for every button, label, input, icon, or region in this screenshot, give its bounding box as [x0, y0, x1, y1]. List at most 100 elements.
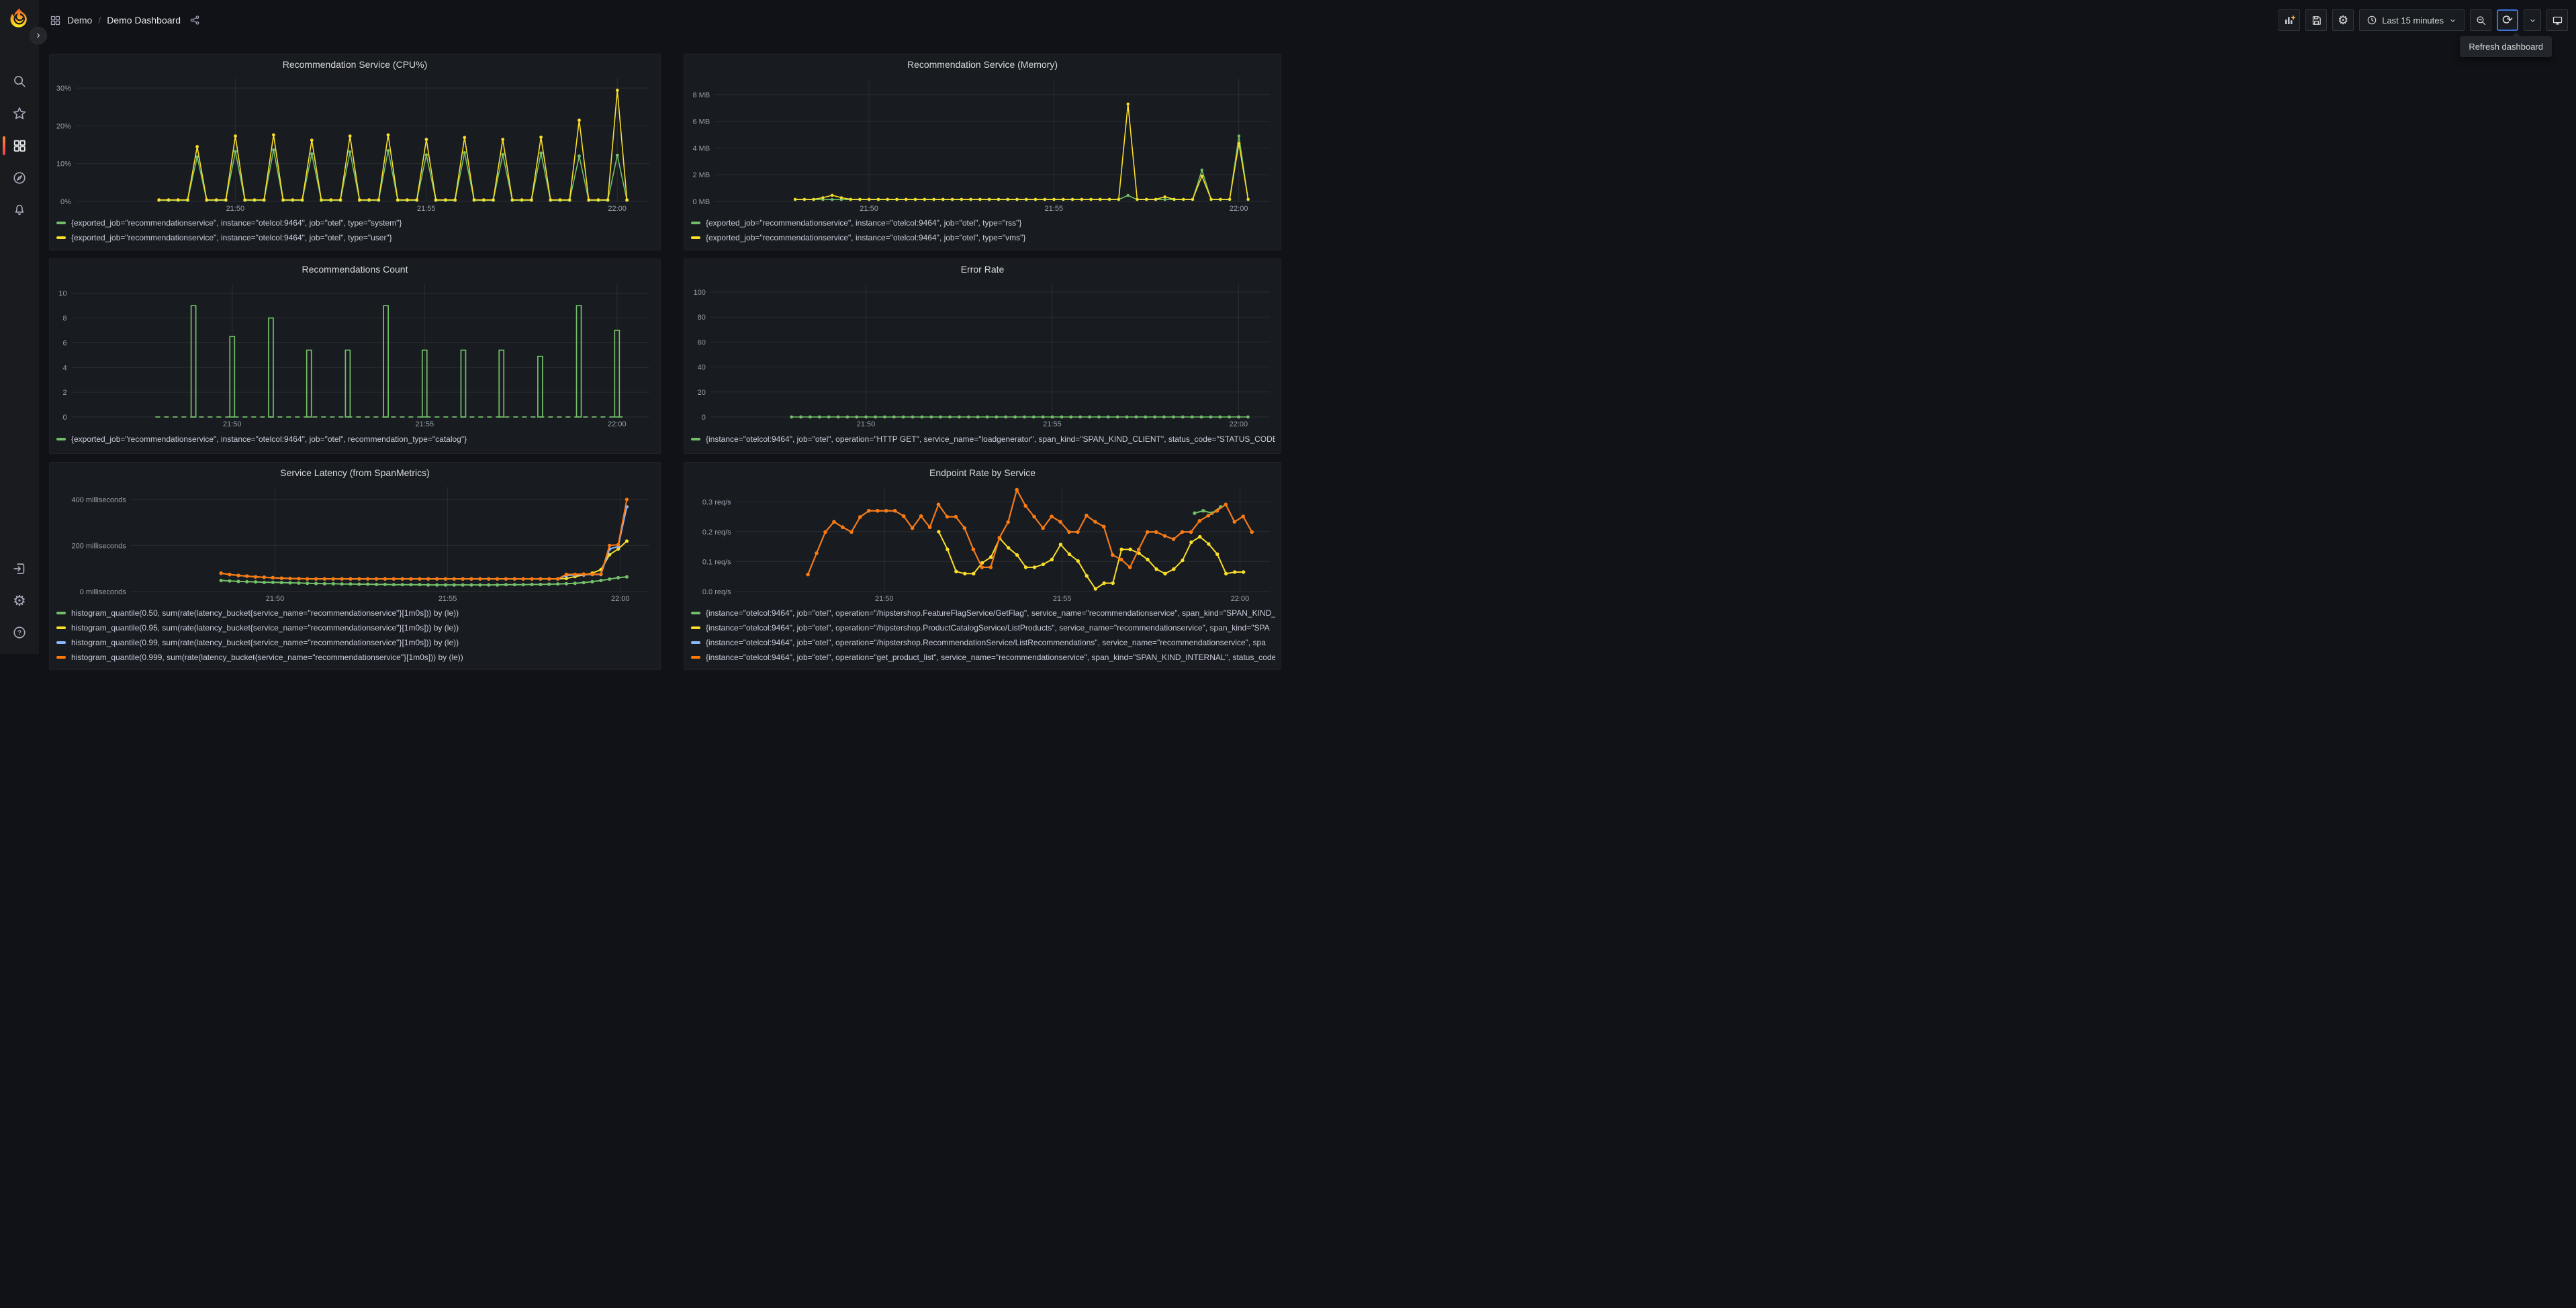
legend-item[interactable]: histogram_quantile(0.99, sum(rate(latenc…	[56, 635, 655, 650]
svg-text:21:50: 21:50	[266, 595, 285, 602]
legend-swatch	[56, 612, 66, 614]
svg-text:21:50: 21:50	[223, 420, 242, 428]
svg-text:21:55: 21:55	[416, 420, 434, 428]
svg-text:8 MB: 8 MB	[693, 91, 710, 99]
svg-text:200 milliseconds: 200 milliseconds	[71, 542, 126, 550]
refresh-dashboard-button[interactable]: ⟳	[2497, 9, 2518, 31]
svg-text:22:00: 22:00	[608, 420, 627, 428]
panel-endpoint-rate: Endpoint Rate by Service 0.0 req/s 0.1 re…	[684, 462, 1281, 670]
svg-text:4: 4	[62, 364, 66, 372]
svg-text:21:55: 21:55	[1053, 595, 1072, 602]
svg-text:22:00: 22:00	[1231, 595, 1250, 602]
chevron-down-icon	[2450, 19, 2455, 22]
chart-area[interactable]: 0 milliseconds 200 milliseconds 400 millis…	[54, 483, 653, 603]
svg-text:?: ?	[17, 629, 21, 637]
legend-item[interactable]: histogram_quantile(0.50, sum(rate(latenc…	[56, 606, 655, 620]
refresh-interval-dropdown[interactable]	[2524, 9, 2541, 31]
legend-item[interactable]: {exported_job="recommendationservice", i…	[56, 230, 655, 245]
svg-text:400 milliseconds: 400 milliseconds	[71, 496, 126, 504]
sidebar-expand-button[interactable]: ›	[30, 27, 47, 44]
legend-item[interactable]: {instance="otelcol:9464", job="otel", op…	[691, 606, 1275, 620]
chart-area[interactable]: 0 MB 2 MB 4 MB 6 MB 8 MB 21:50 21:55 22:00	[688, 75, 1274, 213]
time-range-picker[interactable]: Last 15 minutes	[2359, 9, 2465, 31]
bell-icon	[15, 205, 24, 216]
panel-legend: {instance="otelcol:9464", job="otel", op…	[691, 606, 1275, 666]
save-dashboard-button[interactable]	[2305, 9, 2328, 31]
chart-area[interactable]: 0.0 req/s 0.1 req/s 0.2 req/s 0.3 req/s 21:5…	[688, 483, 1274, 603]
refresh-icon: ⟳	[2502, 13, 2513, 28]
legend-item[interactable]: {exported_job="recommendationservice", i…	[56, 216, 655, 230]
legend-item[interactable]: {instance="otelcol:9464", job="otel", op…	[691, 650, 1275, 665]
legend-item[interactable]: {instance="otelcol:9464", job="otel", op…	[691, 432, 1275, 447]
legend-swatch	[691, 236, 700, 239]
add-panel-button[interactable]	[2279, 9, 2301, 31]
panel-title[interactable]: Recommendation Service (Memory)	[907, 59, 1058, 70]
sidebar-item-help[interactable]: ?	[0, 618, 39, 647]
share-icon[interactable]	[189, 15, 200, 26]
svg-text:40: 40	[698, 364, 706, 372]
panel-title[interactable]: Endpoint Rate by Service	[929, 467, 1036, 478]
sidebar-item-search[interactable]	[0, 67, 39, 95]
svg-text:21:55: 21:55	[1043, 420, 1062, 428]
panel-title[interactable]: Service Latency (from SpanMetrics)	[280, 467, 430, 478]
chevron-down-icon	[2530, 19, 2535, 22]
svg-text:10%: 10%	[56, 160, 71, 169]
apps-grid-icon	[50, 15, 60, 25]
dashboard-settings-button[interactable]: ⚙	[2332, 9, 2354, 31]
svg-text:0 MB: 0 MB	[693, 198, 710, 206]
svg-text:22:00: 22:00	[1230, 205, 1248, 212]
sidebar-item-alerting[interactable]	[0, 196, 39, 224]
panel-title[interactable]: Recommendations Count	[302, 264, 408, 275]
chart-area[interactable]: 0% 10% 20% 30% 21:50 21:55 22:00	[54, 75, 653, 213]
panel-title[interactable]: Error Rate	[960, 264, 1005, 275]
legend-swatch	[56, 626, 66, 629]
legend-swatch	[691, 656, 700, 659]
zoom-out-button[interactable]	[2470, 9, 2491, 31]
legend-item[interactable]: histogram_quantile(0.95, sum(rate(latenc…	[56, 620, 655, 635]
svg-text:0.2 req/s: 0.2 req/s	[702, 528, 731, 536]
svg-text:22:00: 22:00	[1230, 420, 1248, 428]
sidebar-item-settings[interactable]: ⚙	[0, 587, 39, 615]
sidebar-item-starred[interactable]	[0, 99, 39, 128]
legend-item[interactable]: {exported_job="recommendationservice", i…	[691, 230, 1275, 245]
chart-area[interactable]: 0 2 4 6 8 10 21:50 21:55 22:00	[54, 279, 653, 428]
chart-area[interactable]: 0 20 40 60 80 100 21:50 21:55 22:00	[688, 279, 1274, 428]
svg-text:20: 20	[698, 389, 706, 397]
svg-text:21:50: 21:50	[857, 420, 876, 428]
legend-label: {exported_job="recommendationservice", i…	[706, 233, 1026, 242]
sidebar-item-sign-in[interactable]	[0, 555, 39, 583]
legend-label: {exported_job="recommendationservice", i…	[706, 218, 1022, 228]
legend-swatch	[56, 222, 66, 224]
sidebar-item-dashboards[interactable]	[0, 132, 39, 160]
panel-title[interactable]: Recommendation Service (CPU%)	[282, 59, 428, 70]
legend-item[interactable]: {exported_job="recommendationservice", i…	[691, 216, 1275, 230]
sidebar-item-explore[interactable]	[0, 164, 39, 192]
svg-text:21:55: 21:55	[439, 595, 457, 602]
svg-text:0.3 req/s: 0.3 req/s	[702, 498, 731, 506]
legend-label: histogram_quantile(0.50, sum(rate(latenc…	[71, 608, 459, 618]
top-navigation: Demo / Demo Dashboard ⚙ Last 15 minutes …	[39, 0, 2576, 40]
star-icon	[13, 107, 26, 120]
svg-text:20%: 20%	[56, 122, 71, 130]
legend-item[interactable]: histogram_quantile(0.999, sum(rate(laten…	[56, 650, 655, 665]
svg-text:10: 10	[58, 290, 66, 298]
compass-icon	[13, 172, 26, 184]
panel-service-latency: Service Latency (from SpanMetrics) 0 mil…	[49, 462, 661, 670]
legend-item[interactable]: {instance="otelcol:9464", job="otel", op…	[691, 635, 1275, 650]
svg-text:2: 2	[62, 389, 66, 397]
svg-text:21:50: 21:50	[875, 595, 894, 602]
svg-text:6 MB: 6 MB	[693, 118, 710, 126]
breadcrumb-root[interactable]: Demo	[67, 15, 93, 26]
svg-text:0 milliseconds: 0 milliseconds	[80, 588, 127, 596]
sidebar: › ⚙ ?	[0, 0, 47, 654]
dashboards-grid-icon	[13, 140, 26, 152]
legend-label: {exported_job="recommendationservice", i…	[71, 233, 392, 242]
grafana-logo[interactable]	[7, 7, 32, 31]
legend-item[interactable]: {exported_job="recommendationservice", i…	[56, 432, 655, 447]
legend-swatch	[691, 222, 700, 224]
legend-item[interactable]: {instance="otelcol:9464", job="otel", op…	[691, 620, 1275, 635]
panel-legend: {exported_job="recommendationservice", i…	[56, 216, 655, 246]
legend-label: {instance="otelcol:9464", job="otel", op…	[706, 434, 1275, 444]
tv-mode-button[interactable]	[2546, 9, 2568, 31]
svg-text:2 MB: 2 MB	[693, 171, 710, 179]
